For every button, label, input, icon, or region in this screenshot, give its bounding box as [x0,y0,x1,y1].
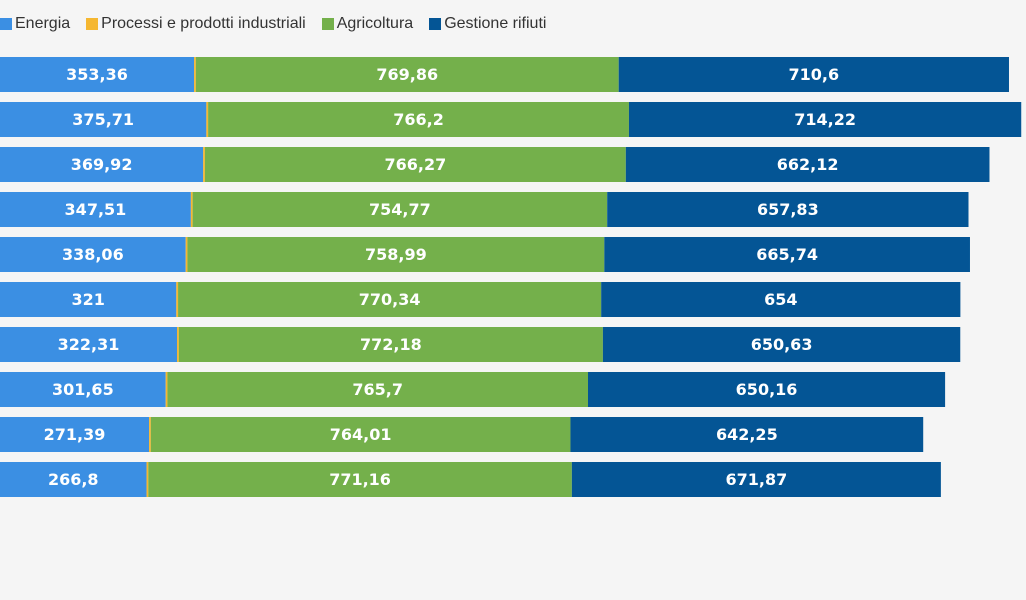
data-label: 347,51 [65,200,127,219]
data-label: 772,18 [360,335,422,354]
bar-segment-2-row-4[interactable] [187,237,605,272]
bar-segment-3-row-7[interactable] [588,372,946,407]
legend-swatch [86,18,99,30]
bar-segment-3-row-9[interactable] [571,462,941,497]
bar-segment-0-row-9[interactable] [0,462,147,497]
legend-item-0[interactable]: Energia [0,15,70,33]
data-label: 654 [764,290,797,309]
bar-segment-1-row-4[interactable] [185,237,188,272]
data-label: 710,6 [789,65,840,84]
data-label: 650,63 [751,335,813,354]
bar-segment-2-row-8[interactable] [150,417,571,452]
data-label: 657,83 [757,200,819,219]
bar-segment-1-row-8[interactable] [149,417,151,452]
bar-segment-1-row-0[interactable] [194,57,196,92]
bar-segment-0-row-3[interactable] [0,192,191,227]
bar-segment-2-row-2[interactable] [204,147,626,182]
bar-segment-3-row-6[interactable] [602,327,961,362]
data-label: 766,27 [384,155,446,174]
bar-segment-0-row-0[interactable] [0,57,195,92]
bar-segment-2-row-7[interactable] [167,372,589,407]
legend-swatch [321,18,334,30]
data-label: 338,06 [62,245,124,264]
data-label: 662,12 [777,155,839,174]
bar-segment-0-row-2[interactable] [0,147,204,182]
legend-item-2[interactable]: Agricoltura [321,15,414,33]
bar-segment-0-row-5[interactable] [0,282,177,317]
bar-segment-1-row-3[interactable] [190,192,193,227]
bar-segment-2-row-3[interactable] [192,192,608,227]
legend: Energia Processi e prodotti industriali Ag… [0,12,562,36]
data-label: 671,87 [725,470,787,489]
legend-swatch [0,18,12,30]
data-label: 766,2 [393,110,444,129]
data-label: 771,16 [329,470,391,489]
bar-segment-2-row-5[interactable] [178,282,602,317]
bar-segment-0-row-7[interactable] [0,372,166,407]
bar-segment-1-row-1[interactable] [206,102,209,137]
data-label: 301,65 [52,380,114,399]
legend-label: Agricoltura [336,15,414,32]
bar-segment-3-row-8[interactable] [570,417,924,452]
legend-label: Energia [15,15,71,32]
bar-segment-2-row-6[interactable] [178,327,603,362]
bar-segment-1-row-5[interactable] [176,282,179,317]
data-label: 714,22 [794,110,856,129]
data-label: 375,71 [72,110,134,129]
data-label: 322,31 [58,335,120,354]
bar-segment-2-row-9[interactable] [148,462,572,497]
bar-segment-3-row-4[interactable] [604,237,970,272]
data-label: 765,7 [352,380,403,399]
bar-segment-0-row-1[interactable] [0,102,207,137]
bar-segment-0-row-6[interactable] [0,327,178,362]
bar-segment-3-row-3[interactable] [607,192,969,227]
bar-segment-1-row-9[interactable] [146,462,149,497]
data-label: 754,77 [369,200,431,219]
data-label: 758,99 [365,245,427,264]
bar-segment-1-row-7[interactable] [165,372,168,407]
data-label: 665,74 [756,245,818,264]
data-label: 353,36 [66,65,128,84]
data-label: 266,8 [48,470,99,489]
bar-segment-3-row-2[interactable] [625,147,990,182]
legend-swatch [429,18,442,30]
bar-segment-0-row-8[interactable] [0,417,150,452]
bar-segment-0-row-4[interactable] [0,237,186,272]
bar-segment-3-row-0[interactable] [618,57,1009,92]
data-label: 769,86 [376,65,438,84]
bar-segment-1-row-6[interactable] [177,327,179,362]
data-label: 770,34 [359,290,421,309]
data-label: 650,16 [736,380,798,399]
data-label: 321 [71,290,104,309]
bar-segment-2-row-0[interactable] [195,57,619,92]
data-label: 642,25 [716,425,778,444]
bar-segment-2-row-1[interactable] [208,102,629,137]
data-label: 764,01 [330,425,392,444]
bar-segment-3-row-1[interactable] [628,102,1022,137]
bar-segment-1-row-2[interactable] [203,147,205,182]
legend-label: Gestione rifiuti [444,15,547,32]
legend-item-3[interactable]: Gestione rifiuti [429,15,546,33]
data-label: 271,39 [44,425,106,444]
bar-segment-3-row-5[interactable] [601,282,961,317]
legend-item-1[interactable]: Processi e prodotti industriali [86,15,306,33]
legend-label: Processi e prodotti industriali [101,15,306,32]
data-label: 369,92 [71,155,133,174]
